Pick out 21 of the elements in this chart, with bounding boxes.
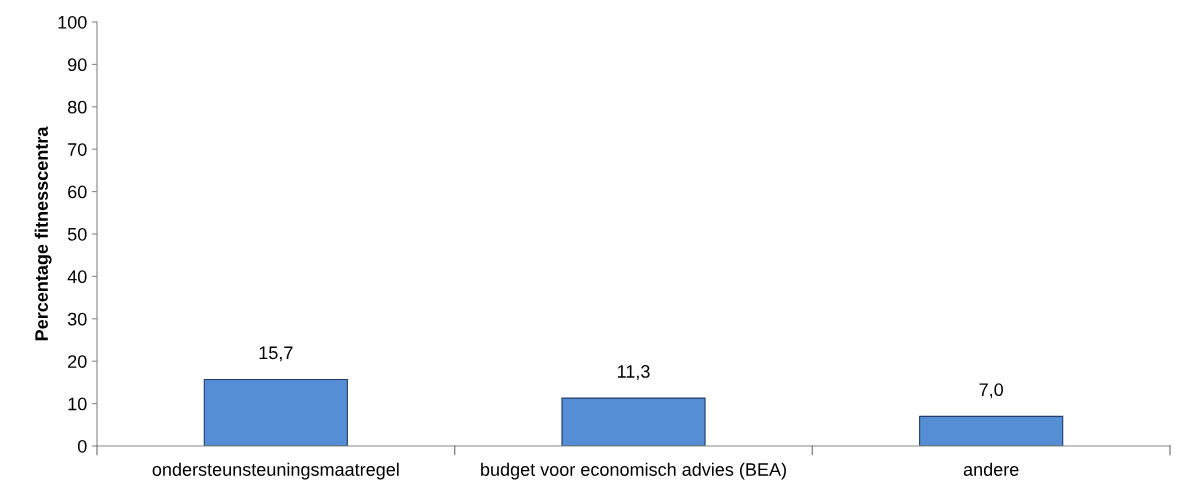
y-tick-label: 0 bbox=[77, 439, 87, 453]
x-tick-label: ondersteunsteuningsmaatregel bbox=[152, 462, 399, 480]
y-tick-label: 50 bbox=[67, 227, 87, 241]
y-axis-title: Percentage fitnesscentra bbox=[34, 126, 52, 341]
y-tick-label: 10 bbox=[68, 397, 87, 411]
y-tick-label: 90 bbox=[68, 58, 87, 72]
x-tick-label: budget voor economisch advies (BEA) bbox=[481, 462, 786, 480]
y-tick-label: 40 bbox=[67, 270, 87, 284]
y-tick-label: 20 bbox=[68, 355, 87, 368]
x-tick-label: andere bbox=[963, 462, 1019, 476]
bar bbox=[203, 378, 348, 446]
y-tick-label: 100 bbox=[58, 15, 87, 29]
bar bbox=[561, 397, 706, 446]
y-tick-label: 70 bbox=[68, 143, 87, 156]
data-label: 7,0 bbox=[979, 383, 1004, 399]
data-label: 11,3 bbox=[617, 365, 650, 380]
y-tick-label: 80 bbox=[67, 100, 87, 114]
y-tick-label: 30 bbox=[67, 312, 87, 326]
bar bbox=[919, 415, 1064, 446]
data-label: 15,7 bbox=[259, 346, 293, 362]
y-tick-label: 60 bbox=[68, 185, 87, 199]
